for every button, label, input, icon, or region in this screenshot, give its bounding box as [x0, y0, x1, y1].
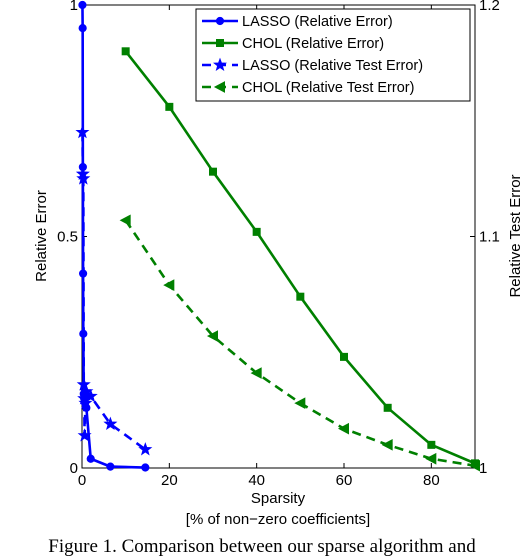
data-point: [425, 452, 437, 465]
series-4: [119, 214, 480, 472]
data-point: [138, 442, 153, 456]
x-axis-sublabel: [% of non−zero coefficients]: [186, 511, 370, 528]
y-tick-label: 1: [70, 0, 78, 14]
data-point: [163, 279, 175, 291]
legend: LASSO (Relative Error) CHOL (Relative Err…: [195, 8, 471, 102]
x-tick-label: 40: [248, 472, 265, 489]
data-point: [252, 227, 261, 236]
data-point: [78, 0, 87, 10]
y-axis-right-label: Relative Test Error: [507, 174, 524, 297]
data-point: [76, 171, 91, 185]
data-point: [427, 440, 436, 449]
series-3: [75, 124, 153, 456]
legend-marker: [215, 16, 225, 26]
data-point: [165, 102, 174, 111]
data-point: [206, 330, 218, 342]
figure-caption: Figure 1. Comparison between our sparse …: [48, 536, 476, 557]
legend-marker: [213, 81, 225, 93]
data-point: [83, 388, 98, 403]
data-point: [119, 214, 131, 227]
data-point: [78, 24, 87, 33]
data-point: [141, 463, 150, 472]
x-tick-label: 60: [336, 472, 353, 489]
data-point: [106, 462, 115, 471]
data-point: [76, 377, 91, 391]
y-right-tick-label: 1.1: [479, 229, 500, 246]
legend-box: [195, 8, 471, 102]
data-point: [77, 428, 92, 442]
data-point: [86, 454, 95, 463]
y-right-tick-label: 1: [479, 460, 487, 477]
y-right-tick-label: 1.2: [479, 0, 500, 14]
data-point: [75, 124, 90, 139]
data-point: [337, 422, 349, 435]
data-point: [209, 167, 217, 176]
legend-label: LASSO (Relative Error): [242, 14, 393, 30]
y-tick-label: 0.5: [57, 229, 78, 246]
series-group: [75, 0, 480, 472]
data-point: [294, 397, 306, 410]
x-tick-label: 80: [423, 472, 440, 489]
legend-marker: [212, 57, 228, 71]
data-point: [78, 395, 93, 410]
legend-marker: [216, 39, 224, 47]
legend-label: CHOL (Relative Test Error): [242, 80, 414, 96]
x-tick-label: 20: [161, 472, 178, 489]
data-point: [121, 47, 130, 56]
chart: 0 20 40 60 80 0 0.5 1 1 1.1 1.2 Sparsity [% of non…: [33, 0, 524, 528]
legend-label: CHOL (Relative Error): [242, 36, 384, 52]
data-point: [381, 439, 393, 451]
data-point: [340, 352, 348, 361]
legend-label: LASSO (Relative Test Error): [242, 58, 423, 74]
y-axis-label: Relative Error: [33, 190, 50, 282]
data-point: [250, 367, 262, 379]
x-axis-label: Sparsity: [251, 490, 306, 507]
data-point: [296, 292, 305, 301]
x-tick-label: 0: [78, 472, 86, 489]
data-point: [468, 459, 480, 472]
data-point: [383, 403, 392, 412]
data-point: [103, 416, 118, 430]
y-tick-label: 0: [70, 460, 78, 477]
